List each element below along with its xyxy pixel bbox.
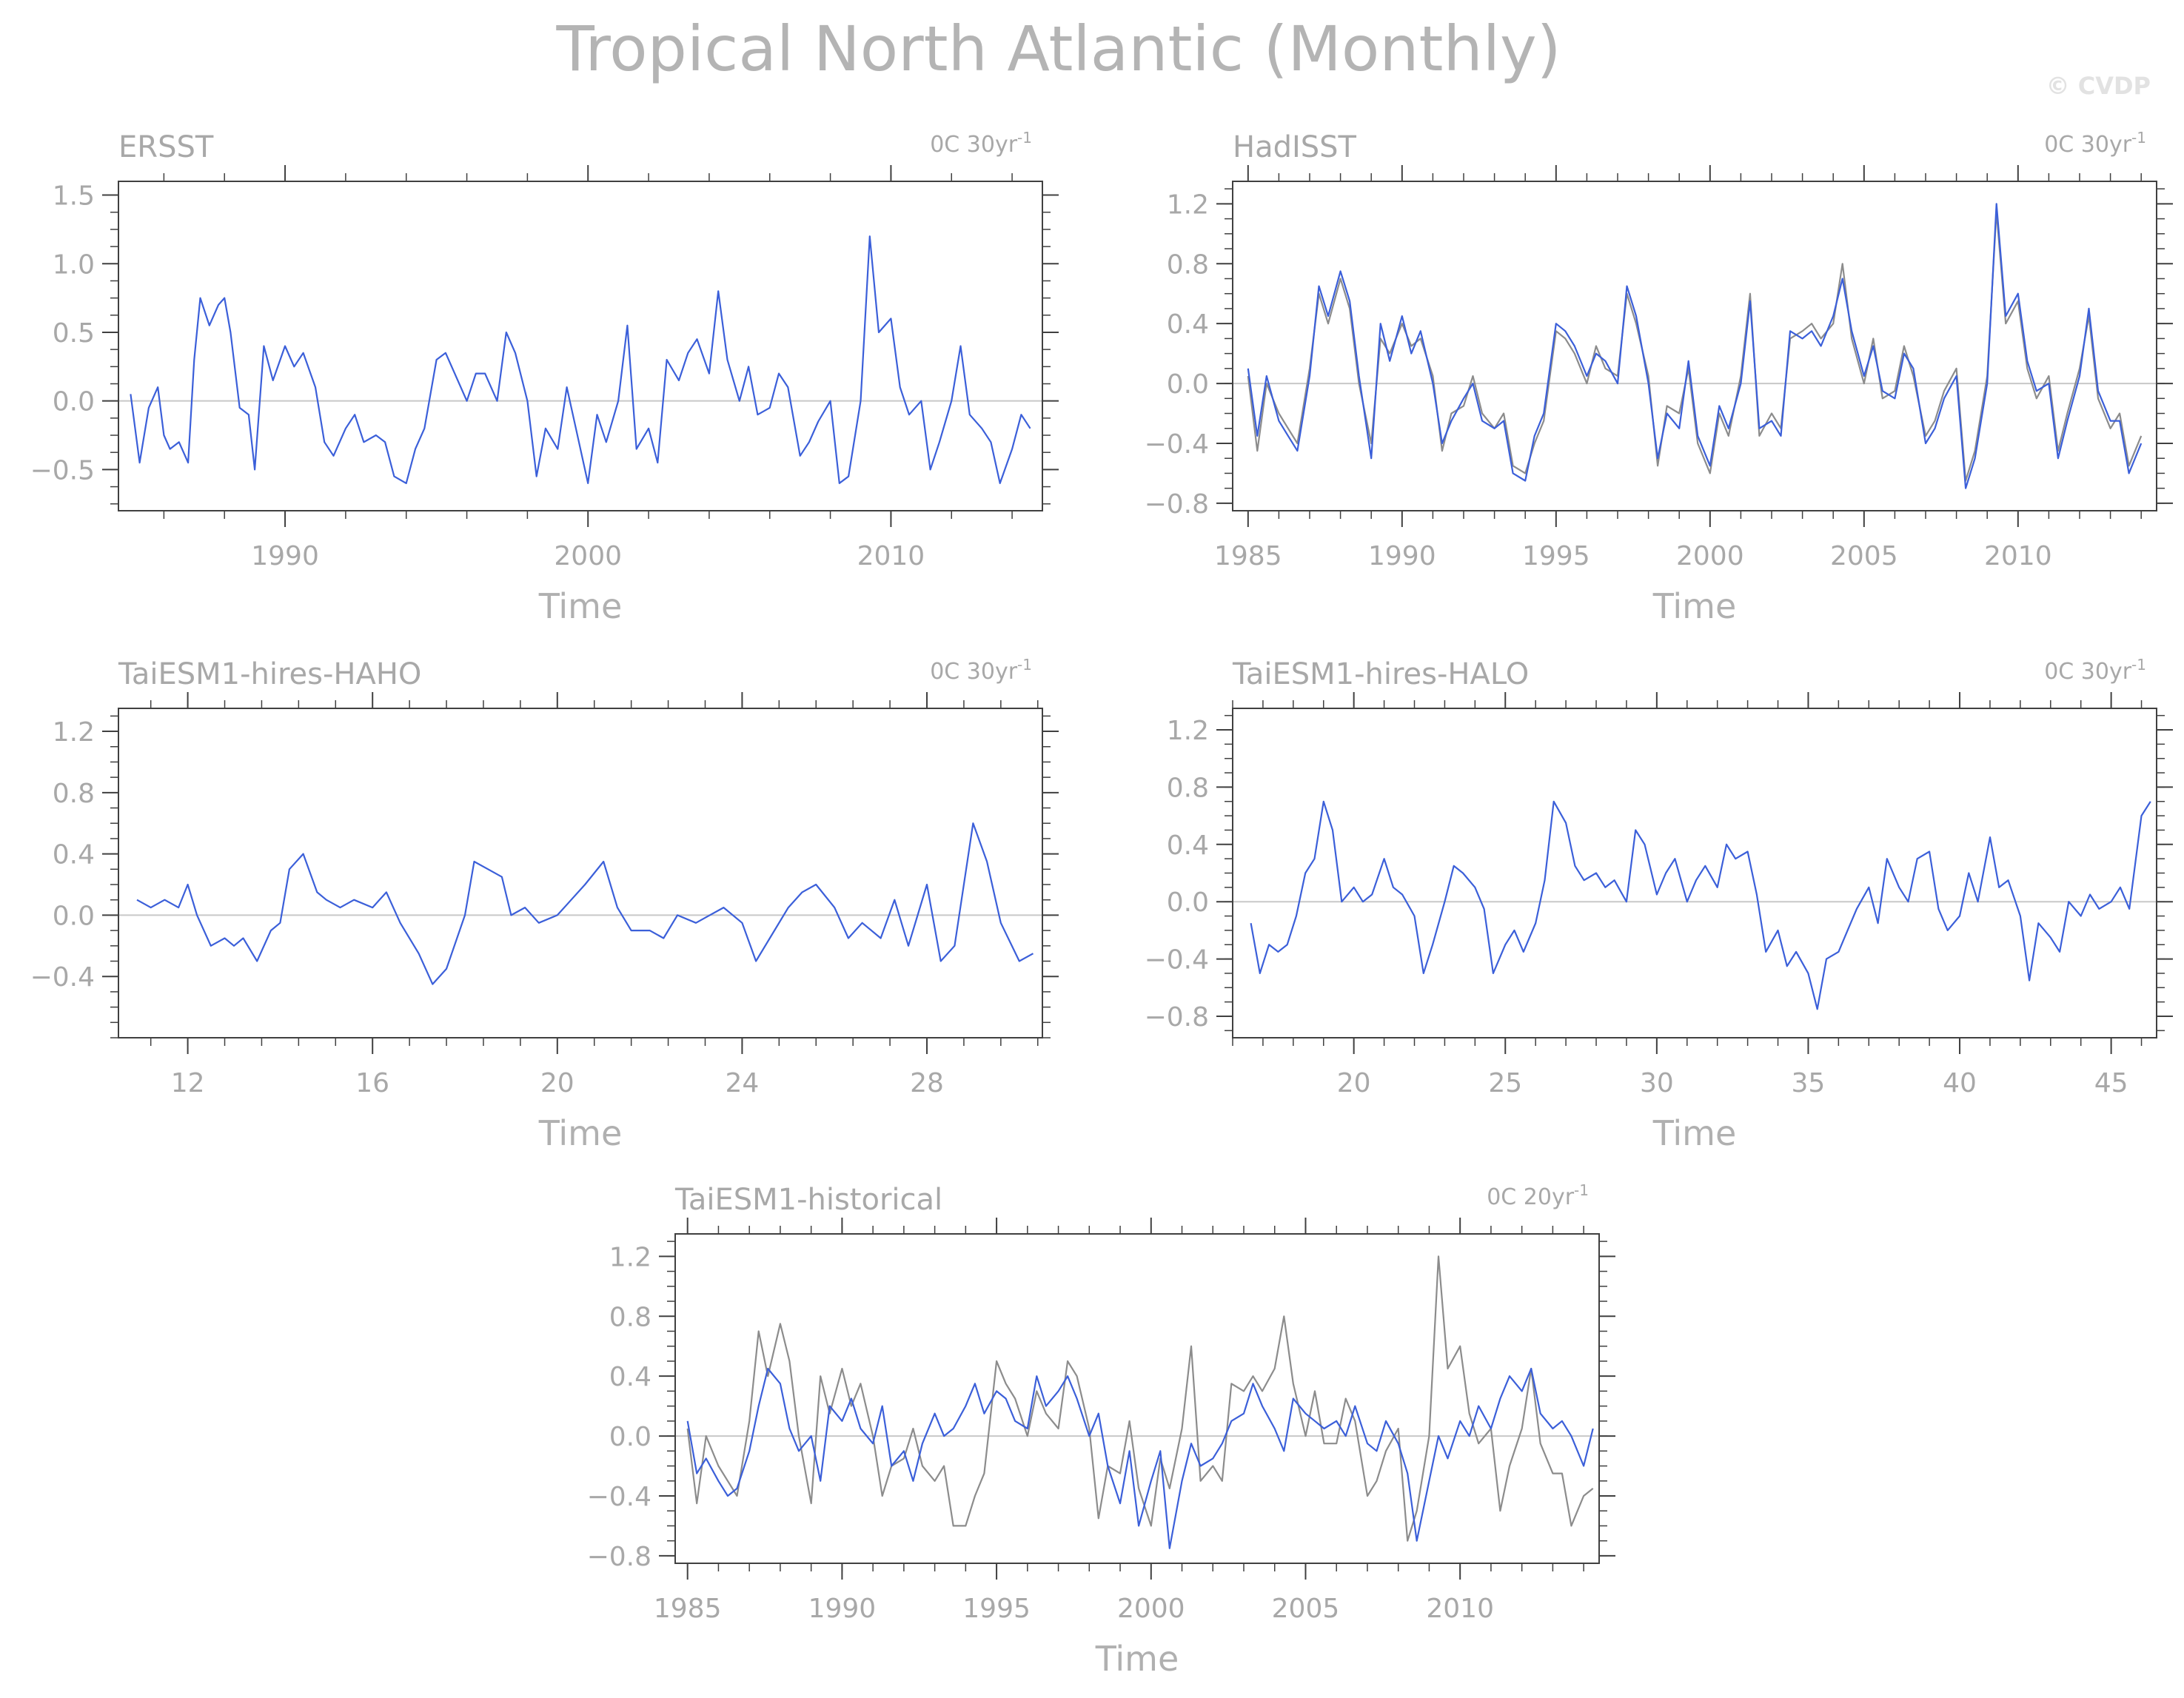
x-tick-label: 12 [171, 1068, 205, 1098]
y-tick-label: −0.4 [587, 1482, 651, 1512]
panel-taiesm1-hires-halo: TaiESM1-hires-HALO 0C 30yr-1 20 25 30 35 40 45 −… [1145, 656, 2173, 1153]
x-tick-label: 1985 [1214, 541, 1282, 571]
model-series-line [130, 235, 1031, 485]
trend-label: 0C 30yr-1 [930, 656, 1032, 685]
plot-frame [118, 708, 1043, 1038]
observed-series-line [1247, 210, 2143, 482]
copyright-label: © CVDP [2046, 72, 2151, 100]
y-tick-label: −0.8 [1145, 489, 1209, 520]
y-tick-label: 1.2 [53, 717, 95, 748]
x-tick-label: 2000 [1676, 541, 1744, 571]
y-tick-label: 1.2 [1167, 716, 1209, 746]
plot-frame [1232, 181, 2157, 511]
panel-taiesm1-historical: TaiESM1-historical 0C 20yr-1 1985 1990 1995 2… [587, 1181, 1615, 1679]
y-tick-label: −0.4 [1145, 429, 1209, 460]
panel-name: TaiESM1-hires-HAHO [118, 657, 421, 691]
y-tick-label: 0.4 [1167, 309, 1209, 340]
y-tick-label: −0.8 [1145, 1002, 1209, 1033]
x-tick-label: 25 [1488, 1068, 1522, 1098]
x-tick-label: 1985 [654, 1594, 722, 1624]
x-tick-label: 1990 [1368, 541, 1436, 571]
x-tick-label: 1990 [808, 1594, 877, 1624]
panel-name: ERSST [118, 130, 214, 164]
y-tick-label: 0.8 [53, 779, 95, 809]
model-series-line [136, 822, 1034, 985]
x-tick-label: 2010 [1984, 541, 2052, 571]
y-tick-label: −0.8 [587, 1542, 651, 1572]
trend-label: 0C 30yr-1 [930, 129, 1032, 158]
model-series-line [686, 1367, 1594, 1549]
x-axis-title: Time [538, 1113, 623, 1153]
x-tick-label: 2000 [1117, 1594, 1185, 1624]
y-tick-label: 0.4 [609, 1362, 651, 1392]
x-tick-label: 1990 [251, 541, 319, 571]
trend-label: 0C 20yr-1 [1487, 1181, 1589, 1210]
x-tick-label: 35 [1792, 1068, 1826, 1098]
y-tick-label: −0.4 [1145, 945, 1209, 976]
trend-label: 0C 30yr-1 [2044, 129, 2146, 158]
y-tick-label: 0.0 [53, 387, 95, 417]
x-tick-label: 45 [2094, 1068, 2128, 1098]
plot-frame [1232, 708, 2157, 1038]
y-tick-label: −0.5 [30, 455, 95, 486]
x-tick-label: 24 [725, 1068, 759, 1098]
y-tick-label: 0.8 [1167, 773, 1209, 803]
x-tick-label: 2000 [554, 541, 622, 571]
y-tick-label: 0.5 [53, 318, 95, 349]
panel-name: HadISST [1233, 130, 1357, 164]
x-tick-label: 40 [1943, 1068, 1977, 1098]
model-series-line [1250, 800, 2151, 1010]
x-tick-label: 20 [540, 1068, 575, 1098]
trend-label: 0C 30yr-1 [2044, 656, 2146, 685]
x-tick-label: 1995 [1522, 541, 1590, 571]
y-tick-label: 0.0 [53, 901, 95, 931]
y-tick-label: 0.8 [609, 1302, 651, 1332]
y-tick-label: 0.0 [609, 1422, 651, 1452]
panel-taiesm1-hires-haho: TaiESM1-hires-HAHO 0C 30yr-1 12 16 20 24 28 −0.… [30, 656, 1059, 1153]
model-series-line [1247, 203, 2143, 489]
panel-name: TaiESM1-historical [674, 1183, 942, 1217]
x-tick-label: 2005 [1830, 541, 1898, 571]
panel-hadisst: HadISST 0C 30yr-1 1985 1990 1995 2000 2005 2010… [1145, 129, 2173, 626]
figure-title: Tropical North Atlantic (Monthly) [555, 13, 1561, 85]
x-tick-label: 2010 [1426, 1594, 1494, 1624]
x-tick-label: 28 [910, 1068, 944, 1098]
panel-ersst: ERSST 0C 30yr-1 1990 2000 2010 −0.5 0.0 0.5 1.0 1… [30, 129, 1059, 626]
observed-series-line [686, 1255, 1594, 1542]
y-tick-label: 0.8 [1167, 249, 1209, 280]
y-tick-label: 1.0 [53, 249, 95, 280]
y-tick-label: 0.0 [1167, 369, 1209, 400]
x-tick-label: 30 [1640, 1068, 1674, 1098]
x-tick-label: 1995 [962, 1594, 1031, 1624]
y-tick-label: 0.4 [1167, 830, 1209, 861]
plot-frame [674, 1233, 1600, 1564]
y-tick-label: 1.2 [1167, 189, 1209, 220]
x-tick-label: 20 [1337, 1068, 1371, 1098]
y-tick-label: 0.0 [1167, 887, 1209, 918]
y-tick-label: 0.4 [53, 840, 95, 870]
x-tick-label: 2005 [1272, 1594, 1340, 1624]
x-axis-title: Time [1652, 1113, 1737, 1153]
x-axis-title: Time [538, 586, 623, 626]
y-tick-label: 1.2 [609, 1242, 651, 1272]
x-tick-label: 16 [355, 1068, 389, 1098]
y-tick-label: −0.4 [30, 962, 95, 993]
x-axis-title: Time [1095, 1639, 1179, 1679]
y-tick-label: 1.5 [53, 181, 95, 212]
plot-frame [118, 181, 1043, 511]
x-axis-title: Time [1652, 586, 1737, 626]
x-tick-label: 2010 [857, 541, 925, 571]
panel-name: TaiESM1-hires-HALO [1232, 657, 1529, 691]
